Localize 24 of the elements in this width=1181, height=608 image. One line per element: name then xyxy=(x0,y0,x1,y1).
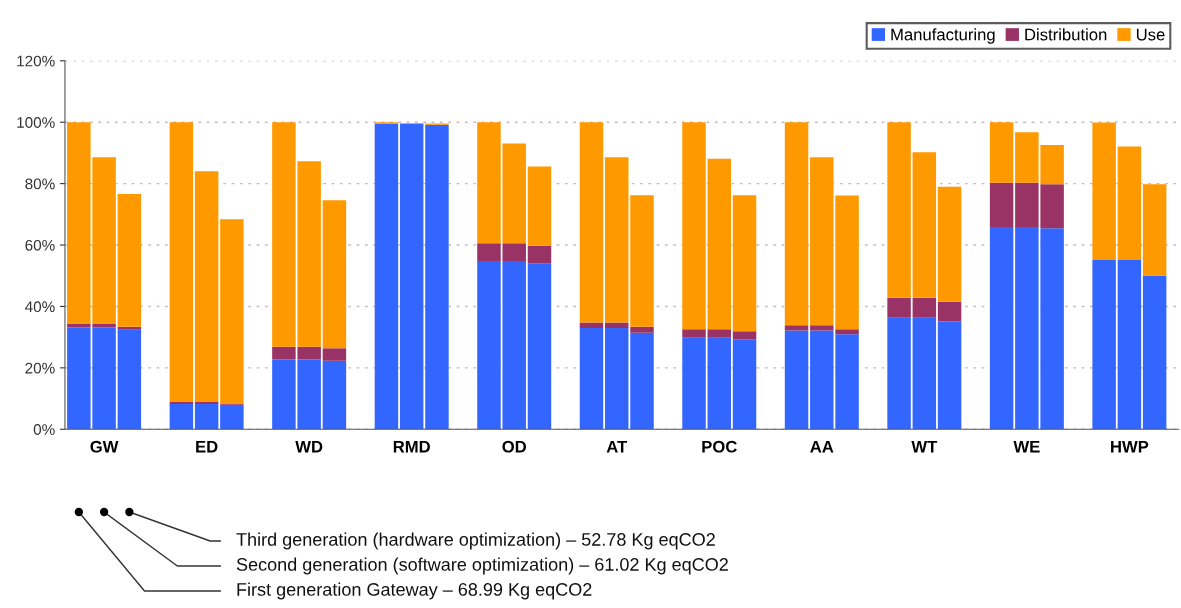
x-tick-label: RMD xyxy=(393,440,430,453)
x-tick-label: AT xyxy=(606,440,628,453)
x-tick-label: WT xyxy=(911,440,938,453)
y-tick-label: 60% xyxy=(25,239,55,251)
y-tick-label: 80% xyxy=(25,178,55,190)
y-tick-label: 40% xyxy=(25,301,55,313)
x-tick-label: GW xyxy=(90,440,119,453)
y-tick-label: 0% xyxy=(33,424,55,435)
y-tick-label: 120% xyxy=(17,55,55,67)
x-tick-label: AA xyxy=(810,440,834,453)
legend-label: Manufacturing xyxy=(891,28,995,44)
x-tick-label: ED xyxy=(196,440,218,453)
y-tick-label: 100% xyxy=(17,117,55,128)
x-tick-label: WE xyxy=(1013,440,1040,453)
text: Second generation (software optimization) – 61.02 Kg eqCO2 xyxy=(236,557,728,575)
x-tick-label: HWP xyxy=(1111,440,1149,453)
legend-label: Distribution xyxy=(1025,28,1107,41)
y-tick-label: 20% xyxy=(25,362,55,374)
text: First generation Gateway – 68.99 Kg eqCO2 xyxy=(237,582,592,600)
x-tick-label: OD xyxy=(502,440,527,453)
text: Third generation (hardware optimization) – 52.78 Kg eqCO2 xyxy=(236,532,715,550)
legend-label: Use xyxy=(1136,28,1165,41)
x-tick-label: POC xyxy=(702,440,737,453)
x-tick-label: WD xyxy=(295,440,323,453)
